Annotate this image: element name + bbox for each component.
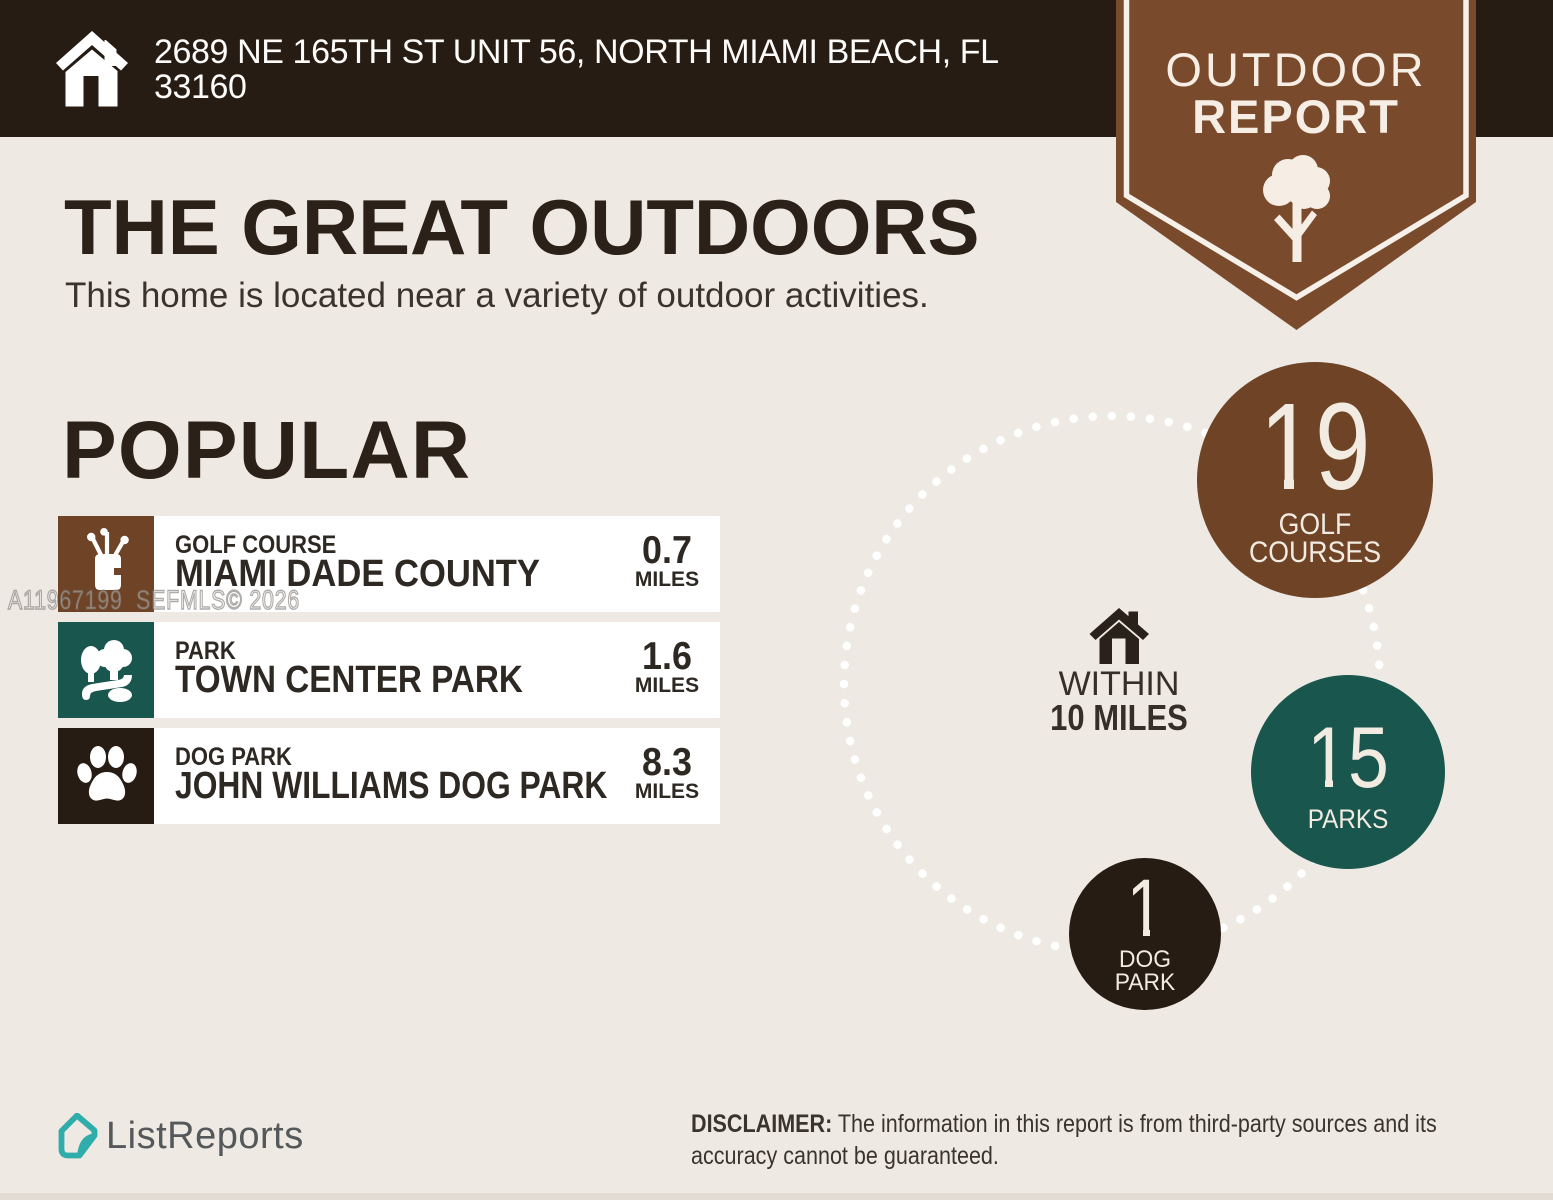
svg-text:REPORT: REPORT	[1192, 90, 1400, 143]
svg-text:OUTDOOR: OUTDOOR	[1165, 43, 1426, 96]
